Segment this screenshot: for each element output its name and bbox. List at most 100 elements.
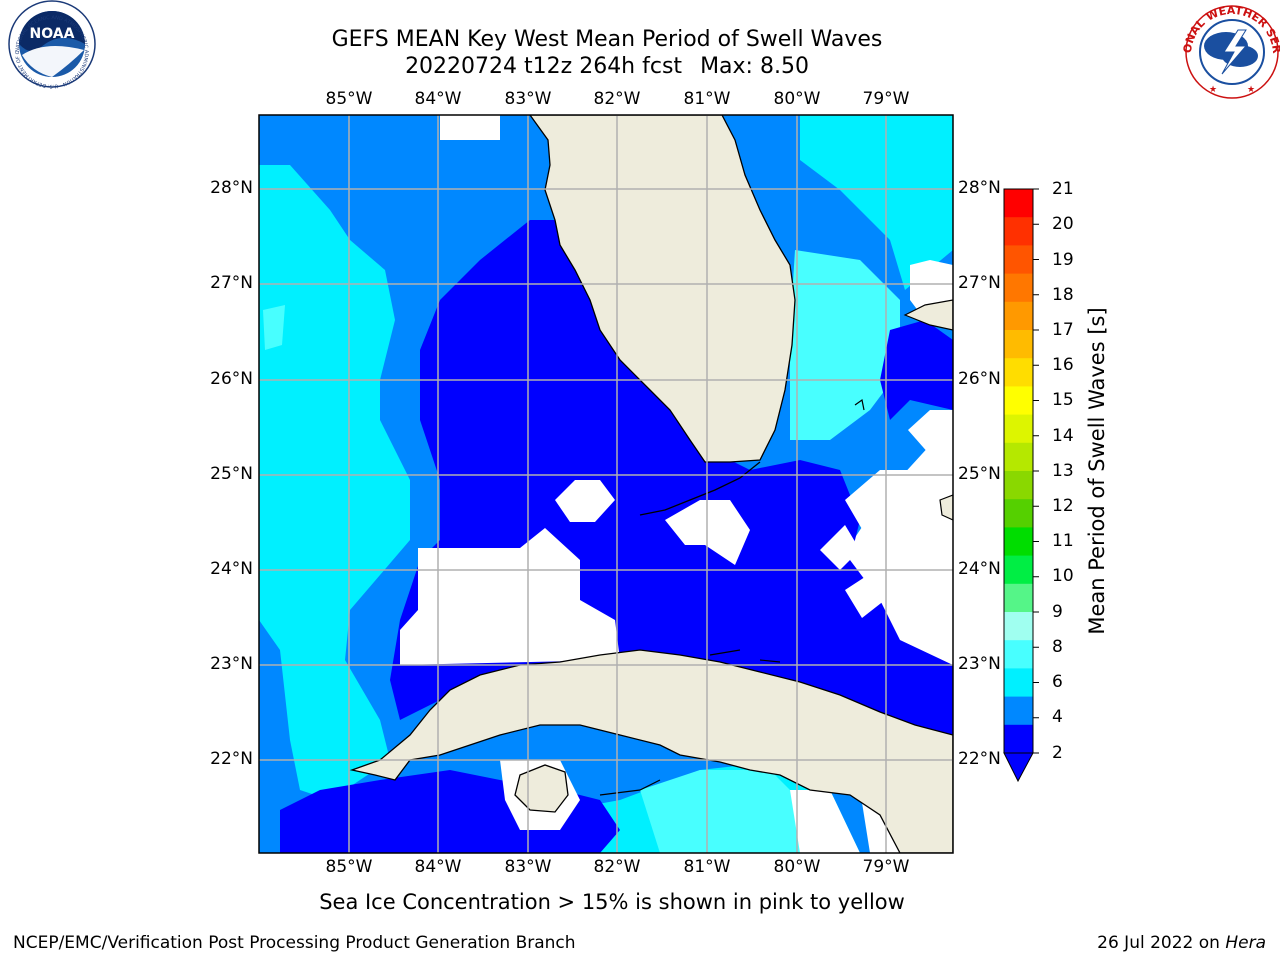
lat-label-right: 23°N: [958, 654, 1001, 674]
lon-label-top: 84°W: [414, 89, 462, 109]
colorbar-segment: [1004, 555, 1033, 585]
lon-label-top: 83°W: [504, 89, 552, 109]
swell-band-6-8-east: [790, 250, 900, 440]
lon-label-top: 85°W: [325, 89, 373, 109]
colorbar-segment: [1004, 189, 1033, 218]
nodata-patch-4: [820, 525, 860, 570]
lat-label-left: 25°N: [210, 464, 253, 484]
graticule: [259, 115, 953, 853]
colorbar-segment: [1004, 386, 1033, 416]
forecast-time: 20220724 t12z 264h fcst: [405, 54, 683, 79]
lon-label-bottom: 81°W: [683, 857, 731, 877]
colorbar-label: Mean Period of Swell Waves [s]: [1085, 307, 1109, 635]
lat-label-left: 26°N: [210, 369, 253, 389]
nws-star-right: ★: [1247, 85, 1255, 95]
lon-label-top: 81°W: [683, 89, 731, 109]
colorbar-segment: [1004, 612, 1033, 641]
map-title: GEFS MEAN Key West Mean Period of Swell …: [331, 27, 883, 52]
colorbar-segment: [1004, 301, 1033, 331]
colorbar-segment: [1004, 640, 1033, 669]
colorbar-segment: [1004, 217, 1033, 246]
swell-band-6-8-west: [263, 305, 285, 350]
noaa-logo-text: NOAA: [30, 26, 75, 42]
swell-band-4-6-east: [800, 115, 953, 290]
lon-label-bottom: 80°W: [773, 857, 821, 877]
map-plot-area: [259, 115, 953, 853]
colorbar-tick: 18: [1052, 285, 1074, 305]
lon-label-bottom: 83°W: [504, 857, 552, 877]
noaa-logo: NOAA NATIONAL OCEANIC AND ATMOSPHERIC AD…: [0, 0, 96, 89]
lat-label-left: 24°N: [210, 559, 253, 579]
date-text: 26 Jul 2022 on: [1097, 933, 1220, 953]
colorbar-tick: 16: [1052, 355, 1074, 375]
colorbar-segment: [1004, 471, 1033, 500]
colorbar-segment: [1004, 245, 1033, 275]
colorbar-tick: 2: [1052, 743, 1063, 763]
nws-logo: NATIONAL WEATHER SERVICE ★ ★: [0, 0, 1280, 99]
colorbar-tick: 20: [1052, 214, 1074, 234]
lon-label-bottom: 85°W: [325, 857, 373, 877]
colorbar-segment: [1004, 499, 1033, 528]
colorbar-segment: [1004, 358, 1033, 387]
lat-label-right: 22°N: [958, 749, 1001, 769]
land-bahamas-3: [854, 398, 865, 411]
colorbar-tick: 12: [1052, 496, 1074, 516]
colorbar-segment: [1004, 668, 1033, 698]
colorbar-tick: 19: [1052, 250, 1074, 270]
nws-logo-ring-text: NATIONAL WEATHER SERVICE: [0, 0, 1280, 55]
lat-label-left: 27°N: [210, 273, 253, 293]
lon-label-bottom: 84°W: [414, 857, 462, 877]
colorbar-segment: [1004, 696, 1033, 726]
colorbar-tick: 13: [1052, 461, 1074, 481]
nodata-patch-1: [400, 528, 620, 665]
lat-label-left: 28°N: [210, 178, 253, 198]
colorbar-tick: 4: [1052, 707, 1063, 727]
lon-label-bottom: 79°W: [862, 857, 910, 877]
nodata-patch-6: [908, 410, 953, 455]
colorbar-segment: [1004, 583, 1033, 613]
colorbar-tick: 21: [1052, 179, 1074, 199]
colorbar-tick: 14: [1052, 426, 1074, 446]
lon-label-bottom: 82°W: [593, 857, 641, 877]
colorbar: [1003, 188, 1039, 754]
date-stamp: 26 Jul 2022 on Hera: [1097, 933, 1266, 953]
land-cays: [599, 649, 781, 796]
lat-label-right: 26°N: [958, 369, 1001, 389]
colorbar-tick: 15: [1052, 390, 1074, 410]
colorbar-segment: [1004, 330, 1033, 359]
lat-label-left: 22°N: [210, 749, 253, 769]
colorbar-tick: 6: [1052, 672, 1063, 692]
credit-text: NCEP/EMC/Verification Post Processing Pr…: [13, 933, 576, 953]
lat-label-left: 23°N: [210, 654, 253, 674]
colorbar-segment: [1004, 414, 1033, 444]
colorbar-tick: 11: [1052, 531, 1074, 551]
nodata-patch-8: [845, 470, 953, 600]
map-frame: [258, 114, 954, 854]
colorbar-segment: [1004, 724, 1033, 754]
lat-label-right: 27°N: [958, 273, 1001, 293]
nodata-patch-10: [790, 790, 860, 853]
nws-star-left: ★: [1209, 85, 1217, 95]
colorbar-tick: 10: [1052, 566, 1074, 586]
colorbar-tick: 8: [1052, 637, 1063, 657]
land-florida: [529, 115, 796, 463]
lat-label-right: 28°N: [958, 178, 1001, 198]
colorbar-segment: [1004, 442, 1033, 472]
colorbar-tick: 17: [1052, 320, 1074, 340]
swell-band-6-8-south: [640, 770, 820, 853]
colorbar-segment: [1004, 273, 1033, 303]
nodata-patch-2: [555, 480, 615, 522]
lat-label-right: 24°N: [958, 559, 1001, 579]
colorbar-segment: [1004, 527, 1033, 557]
host-name: Hera: [1225, 933, 1266, 953]
land-bahamas-1: [903, 299, 953, 331]
swell-band-4-6-west: [259, 165, 410, 800]
svg-text:NATIONAL WEATHER SERVICE: NATIONAL WEATHER SERVICE: [0, 0, 1280, 55]
lon-label-top: 80°W: [773, 89, 821, 109]
max-value: Max: 8.50: [700, 54, 809, 79]
colorbar-tick: 9: [1052, 602, 1063, 622]
lon-label-top: 79°W: [862, 89, 910, 109]
nodata-patch-5: [845, 575, 885, 618]
land-bahamas-2: [939, 494, 953, 521]
